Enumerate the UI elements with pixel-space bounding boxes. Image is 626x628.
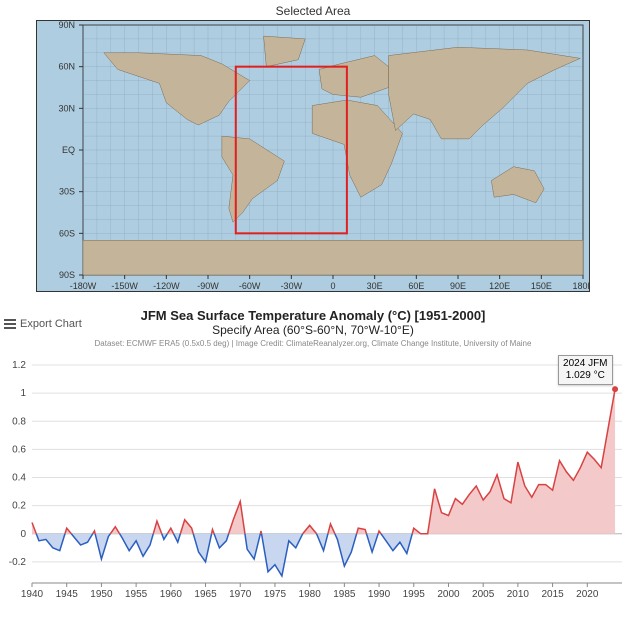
svg-text:0.8: 0.8 [12, 416, 26, 427]
svg-text:1965: 1965 [194, 589, 217, 600]
chart-credit: Dataset: ECMWF ERA5 (0.5x0.5 deg) | Imag… [4, 339, 622, 348]
svg-text:1970: 1970 [229, 589, 252, 600]
svg-text:90N: 90N [58, 20, 75, 30]
svg-text:-60W: -60W [239, 281, 261, 291]
svg-text:-90W: -90W [197, 281, 219, 291]
export-chart-button[interactable]: Export Chart [4, 318, 82, 330]
svg-text:0.6: 0.6 [12, 444, 26, 455]
svg-text:2020: 2020 [576, 589, 599, 600]
svg-text:0: 0 [330, 281, 335, 291]
svg-text:2015: 2015 [541, 589, 564, 600]
svg-text:1990: 1990 [368, 589, 391, 600]
svg-text:-30W: -30W [281, 281, 303, 291]
svg-text:150E: 150E [531, 281, 552, 291]
svg-text:-0.2: -0.2 [9, 557, 27, 568]
chart-title: JFM Sea Surface Temperature Anomaly (°C)… [4, 308, 622, 323]
svg-text:2005: 2005 [472, 589, 495, 600]
svg-text:60E: 60E [408, 281, 424, 291]
svg-text:2010: 2010 [507, 589, 530, 600]
svg-text:120E: 120E [489, 281, 510, 291]
hamburger-icon [4, 319, 16, 329]
svg-text:2000: 2000 [437, 589, 460, 600]
svg-text:90S: 90S [59, 270, 75, 280]
svg-text:30S: 30S [59, 187, 75, 197]
svg-text:1960: 1960 [160, 589, 183, 600]
anomaly-timeseries-chart: -0.2 0 0.2 0.4 0.6 0.8 1 1.2 1940 1945 1950 1955 196… [4, 350, 626, 603]
svg-text:1950: 1950 [90, 589, 113, 600]
svg-text:-150W: -150W [111, 281, 138, 291]
svg-text:30N: 30N [58, 103, 75, 113]
svg-text:1975: 1975 [264, 589, 287, 600]
svg-text:-180W: -180W [70, 281, 97, 291]
svg-text:1: 1 [20, 388, 26, 399]
svg-text:60S: 60S [59, 228, 75, 238]
svg-text:1945: 1945 [56, 589, 79, 600]
chart-subtitle: Specify Area (60°S-60°N, 70°W-10°E) [4, 323, 622, 337]
svg-text:1995: 1995 [403, 589, 426, 600]
svg-text:0: 0 [20, 529, 26, 540]
svg-text:-120W: -120W [153, 281, 180, 291]
map-panel: Selected Area -180W -150W -120W -90W -60W -30… [4, 4, 622, 304]
tooltip-line2: 1.029 °C [563, 370, 607, 382]
svg-text:1955: 1955 [125, 589, 148, 600]
svg-text:EQ: EQ [62, 145, 75, 155]
world-map: -180W -150W -120W -90W -60W -30W 0 30E 60E 90E 120… [36, 20, 590, 292]
svg-text:1940: 1940 [21, 589, 44, 600]
svg-text:0.2: 0.2 [12, 501, 26, 512]
map-title: Selected Area [4, 4, 622, 18]
svg-text:0.4: 0.4 [12, 473, 26, 484]
export-label: Export Chart [20, 318, 82, 330]
svg-text:1985: 1985 [333, 589, 356, 600]
chart-panel: Export Chart JFM Sea Surface Temperature… [4, 308, 622, 628]
chart-tooltip: 2024 JFM 1.029 °C [558, 355, 612, 385]
svg-text:1980: 1980 [299, 589, 322, 600]
tooltip-line1: 2024 JFM [563, 358, 607, 370]
svg-text:30E: 30E [367, 281, 383, 291]
svg-text:180E: 180E [572, 281, 590, 291]
svg-text:60N: 60N [58, 62, 75, 72]
svg-text:1.2: 1.2 [12, 360, 26, 371]
svg-text:90E: 90E [450, 281, 466, 291]
